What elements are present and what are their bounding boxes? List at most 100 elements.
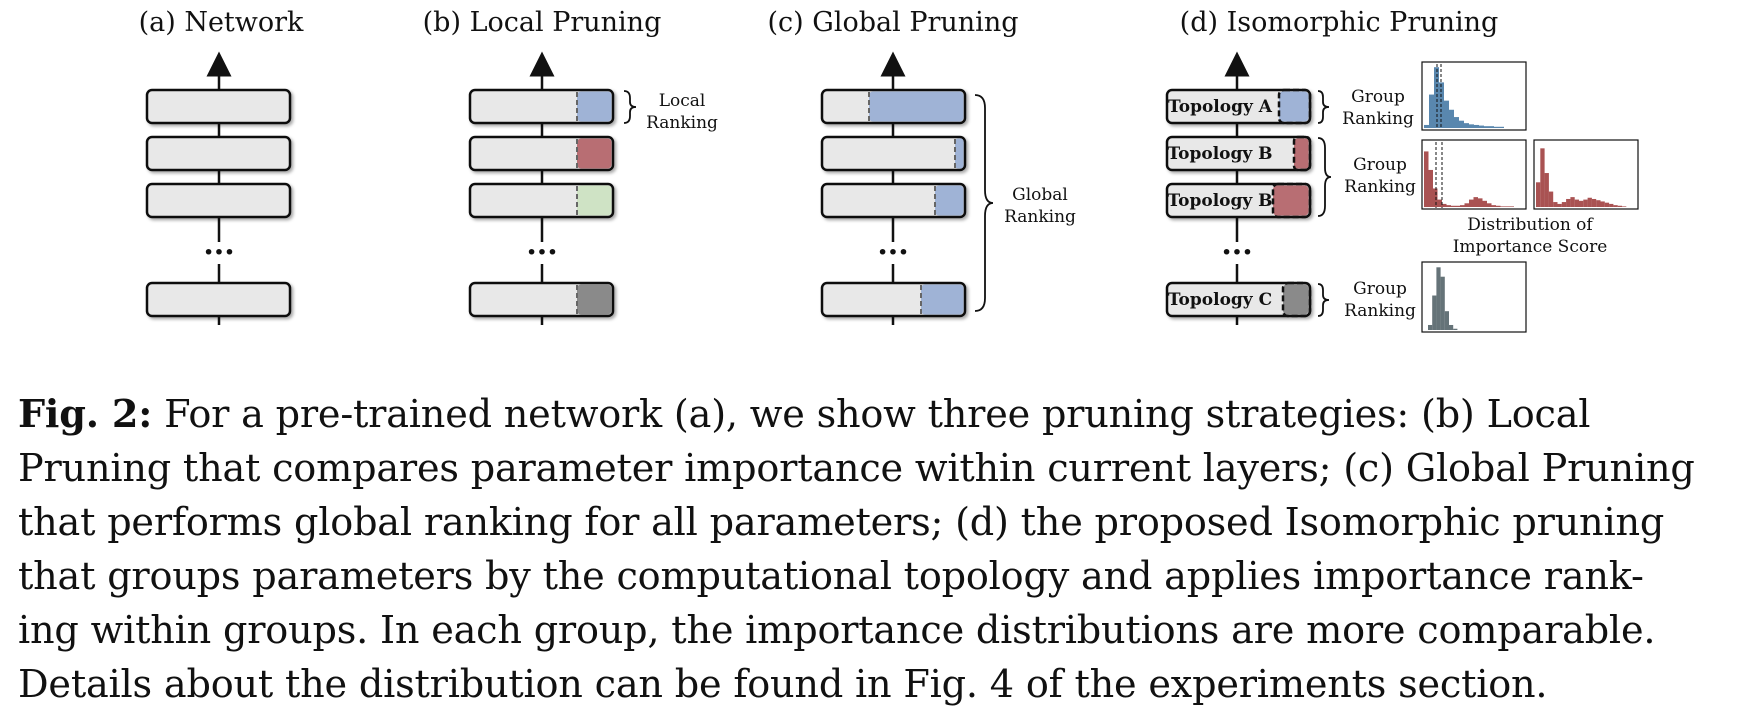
panel-c-title: (c) Global Pruning bbox=[768, 7, 1019, 38]
panel-b-local-pruning: ··· Local Ranking bbox=[468, 51, 718, 325]
histogram-bar bbox=[1440, 276, 1445, 330]
histogram-bar bbox=[1540, 148, 1545, 207]
histogram-bar bbox=[1544, 173, 1549, 207]
histogram-bar bbox=[1428, 324, 1433, 330]
local-ranking-label-line2: Ranking bbox=[646, 113, 718, 133]
histogram-bar bbox=[1484, 126, 1489, 128]
histogram-bar bbox=[1622, 206, 1627, 207]
caption-line: For a pre-trained network (a), we show t… bbox=[152, 393, 1591, 437]
histogram-bar bbox=[1505, 206, 1510, 207]
histogram-bar bbox=[1464, 203, 1469, 207]
histogram-bar bbox=[1553, 202, 1558, 207]
layer-block bbox=[145, 88, 292, 125]
histogram-bar bbox=[1473, 197, 1478, 207]
histogram-bar bbox=[1429, 94, 1434, 128]
global-ranking-brace bbox=[974, 94, 994, 312]
pruned-segment-blue-small bbox=[955, 138, 964, 169]
histogram-topology-c bbox=[1428, 267, 1458, 330]
histogram-bar bbox=[1424, 124, 1429, 128]
histogram-bar bbox=[1583, 199, 1588, 207]
histogram-bar bbox=[1509, 206, 1514, 207]
layer-block bbox=[820, 182, 967, 219]
distribution-label-line2: Importance Score bbox=[1453, 237, 1608, 257]
histogram-bar bbox=[1446, 205, 1451, 207]
local-ranking-brace bbox=[623, 90, 637, 124]
group-ranking-label-line2: Ranking bbox=[1344, 177, 1416, 197]
panel-b-title: (b) Local Pruning bbox=[423, 7, 662, 38]
histogram-bar bbox=[1453, 328, 1458, 330]
pruned-segment-blue-large bbox=[869, 91, 964, 122]
layer-block bbox=[1165, 135, 1312, 172]
histogram-bar bbox=[1474, 124, 1479, 128]
ellipsis: ··· bbox=[203, 235, 234, 270]
global-ranking-label-line2: Ranking bbox=[1004, 207, 1076, 227]
histogram-bar bbox=[1494, 126, 1499, 128]
pruned-segment-blue-medium bbox=[921, 284, 964, 315]
histogram-bar bbox=[1433, 188, 1438, 207]
histogram-bar bbox=[1459, 120, 1464, 128]
pruned-segment-blue-medium bbox=[935, 185, 964, 216]
histogram-bar bbox=[1604, 202, 1610, 207]
pruned-segment-red bbox=[1273, 185, 1309, 216]
histogram-bar bbox=[1469, 199, 1474, 207]
layer-block bbox=[145, 281, 292, 318]
histogram-bar bbox=[1591, 198, 1597, 207]
histogram-bar bbox=[1455, 205, 1460, 207]
histogram-bar bbox=[1561, 202, 1567, 207]
histogram-bar bbox=[1574, 199, 1579, 207]
pruned-segment-gray bbox=[577, 284, 612, 315]
group-ranking-brace bbox=[1317, 90, 1330, 124]
histogram-bar bbox=[1496, 205, 1501, 207]
pruned-segment-green bbox=[577, 185, 612, 216]
caption-line: Pruning that compares parameter importan… bbox=[18, 447, 1695, 491]
histogram-bar bbox=[1500, 206, 1505, 207]
histogram-bar bbox=[1499, 126, 1504, 128]
pruned-segment-gray bbox=[1283, 284, 1309, 315]
histogram-bar bbox=[1436, 267, 1441, 330]
histogram-bar bbox=[1479, 125, 1484, 128]
histogram-bar bbox=[1460, 205, 1465, 207]
histogram-bar bbox=[1600, 201, 1605, 207]
pruned-segment-blue bbox=[1279, 91, 1309, 122]
histogram-bar bbox=[1596, 200, 1601, 207]
panel-d-title: (d) Isomorphic Pruning bbox=[1180, 7, 1499, 38]
layer-block bbox=[145, 135, 292, 172]
figure-diagram: (a) Network (b) Local Pruning (c) Global… bbox=[0, 0, 1746, 350]
histogram-topology-b-1 bbox=[1424, 151, 1514, 207]
histogram-bar bbox=[1570, 197, 1575, 207]
histogram-topology-b-2 bbox=[1536, 148, 1627, 207]
histogram-bar bbox=[1444, 311, 1449, 330]
histogram-bar bbox=[1566, 198, 1571, 207]
caption-figure-label: Fig. 2: bbox=[18, 392, 153, 437]
histogram-bar bbox=[1487, 203, 1492, 207]
ellipsis: ··· bbox=[526, 235, 557, 270]
histogram-bar bbox=[1489, 126, 1494, 128]
histogram-bar bbox=[1464, 123, 1469, 128]
histogram-bar bbox=[1449, 324, 1454, 330]
pruned-segment-blue bbox=[577, 91, 612, 122]
histogram-bar bbox=[1491, 205, 1496, 207]
group-ranking-brace bbox=[1317, 283, 1330, 317]
layer-block bbox=[145, 182, 292, 219]
group-ranking-label-line1: Group bbox=[1353, 155, 1407, 175]
histogram-bar bbox=[1548, 191, 1554, 207]
histogram-bar bbox=[1451, 205, 1456, 207]
group-ranking-label-line1: Group bbox=[1353, 279, 1407, 299]
topology-c-label: Topology C bbox=[1168, 290, 1272, 310]
panel-a-network: ··· bbox=[145, 51, 292, 325]
group-ranking-brace bbox=[1317, 137, 1332, 217]
pruned-segment-red bbox=[577, 138, 612, 169]
histogram-bar bbox=[1482, 200, 1487, 207]
ellipsis: ··· bbox=[1221, 235, 1252, 270]
ellipsis: ··· bbox=[877, 235, 908, 270]
histogram-bar bbox=[1428, 169, 1433, 207]
pruned-segment-red bbox=[1294, 138, 1309, 169]
histogram-bar bbox=[1617, 205, 1622, 207]
histogram-bar bbox=[1609, 203, 1614, 207]
histogram-bar bbox=[1424, 151, 1429, 207]
histogram-bar bbox=[1613, 205, 1618, 207]
panel-c-global-pruning: ··· Global Ranking bbox=[820, 51, 1076, 325]
histogram-bar bbox=[1469, 124, 1474, 128]
histogram-bar bbox=[1432, 295, 1437, 330]
topology-b-label: Topology B bbox=[1167, 144, 1272, 164]
